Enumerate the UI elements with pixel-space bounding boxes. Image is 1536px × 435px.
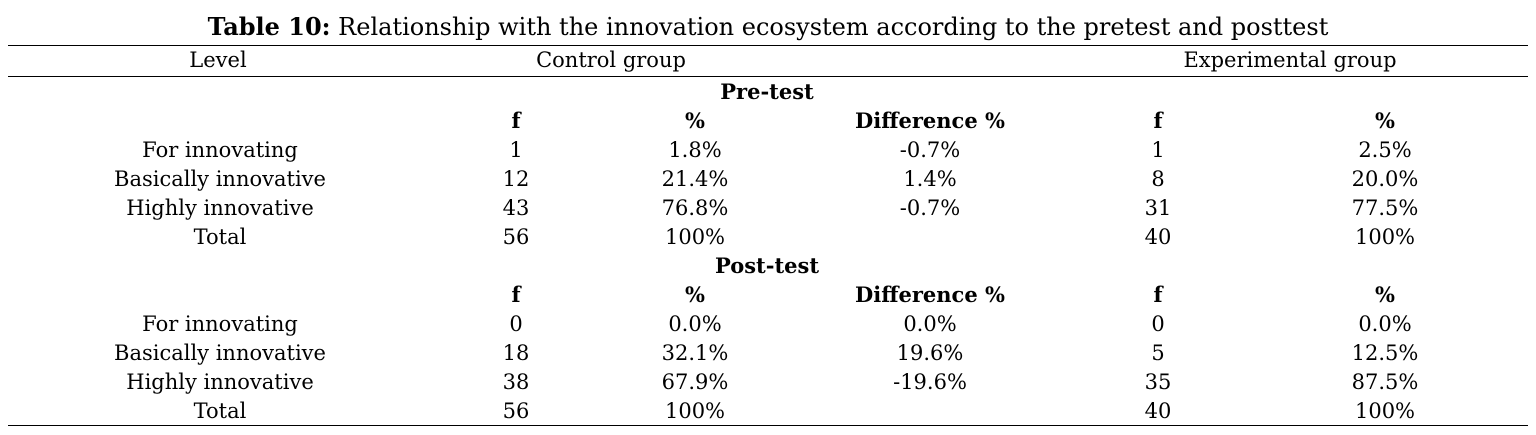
row-difference: 0.0% xyxy=(903,312,957,336)
row-percent-experimental: 2.5% xyxy=(1358,138,1412,162)
row-f-control: 56 xyxy=(502,399,530,423)
row-difference: -19.6% xyxy=(893,370,967,394)
row-percent-experimental: 0.0% xyxy=(1358,312,1412,336)
row-percent-control: 0.0% xyxy=(668,312,722,336)
row-f-control: 43 xyxy=(502,196,530,220)
header-rule xyxy=(8,76,1528,77)
header-control-group: Control group xyxy=(536,48,686,72)
row-percent-control: 1.8% xyxy=(668,138,722,162)
row-f-experimental: 40 xyxy=(1144,225,1172,249)
row-difference: -0.7% xyxy=(899,196,961,220)
subheader-f-experimental: f xyxy=(1153,282,1163,307)
subheader-percent-experimental: % xyxy=(1375,282,1395,307)
subheader-f-control: f xyxy=(511,108,521,133)
row-difference: -0.7% xyxy=(899,138,961,162)
row-f-experimental: 5 xyxy=(1151,341,1165,365)
row-percent-control: 32.1% xyxy=(661,341,729,365)
row-level: Basically innovative xyxy=(114,341,326,365)
header-experimental-group: Experimental group xyxy=(1183,48,1397,72)
row-f-control: 56 xyxy=(502,225,530,249)
row-percent-control: 100% xyxy=(664,399,726,423)
row-percent-experimental: 100% xyxy=(1354,399,1416,423)
subheader-percent-experimental: % xyxy=(1375,108,1395,133)
row-difference: 19.6% xyxy=(896,341,964,365)
row-level: Basically innovative xyxy=(114,167,326,191)
row-f-experimental: 1 xyxy=(1151,138,1165,162)
row-level: Total xyxy=(193,399,247,423)
row-level: For innovating xyxy=(142,312,298,336)
subheader-f-experimental: f xyxy=(1153,108,1163,133)
subheader-difference: Difference % xyxy=(855,108,1005,133)
row-f-experimental: 40 xyxy=(1144,399,1172,423)
row-f-experimental: 31 xyxy=(1144,196,1172,220)
table-title: Relationship with the innovation ecosyst… xyxy=(330,13,1329,41)
row-f-control: 12 xyxy=(502,167,530,191)
row-level: Highly innovative xyxy=(126,196,314,220)
row-percent-experimental: 100% xyxy=(1354,225,1416,249)
row-f-control: 0 xyxy=(509,312,523,336)
row-percent-experimental: 77.5% xyxy=(1351,196,1419,220)
bottom-rule xyxy=(8,425,1528,426)
subheader-f-control: f xyxy=(511,282,521,307)
row-level: Total xyxy=(193,225,247,249)
row-percent-control: 67.9% xyxy=(661,370,729,394)
header-level: Level xyxy=(189,48,247,72)
table-label: Table 10: xyxy=(207,12,331,41)
row-percent-experimental: 12.5% xyxy=(1351,341,1419,365)
row-level: Highly innovative xyxy=(126,370,314,394)
row-f-control: 1 xyxy=(509,138,523,162)
row-f-experimental: 35 xyxy=(1144,370,1172,394)
row-f-control: 38 xyxy=(502,370,530,394)
row-f-experimental: 8 xyxy=(1151,167,1165,191)
row-percent-control: 100% xyxy=(664,225,726,249)
row-percent-experimental: 87.5% xyxy=(1351,370,1419,394)
row-f-experimental: 0 xyxy=(1151,312,1165,336)
subheader-difference: Difference % xyxy=(855,282,1005,307)
row-level: For innovating xyxy=(142,138,298,162)
row-percent-control: 21.4% xyxy=(661,167,729,191)
top-rule xyxy=(8,45,1528,46)
section-title-posttest: Post-test xyxy=(714,253,820,278)
subheader-percent-control: % xyxy=(685,282,705,307)
row-percent-control: 76.8% xyxy=(661,196,729,220)
row-difference: 1.4% xyxy=(903,167,957,191)
row-percent-experimental: 20.0% xyxy=(1351,167,1419,191)
table-caption: Table 10: Relationship with the innovati… xyxy=(0,12,1536,42)
row-f-control: 18 xyxy=(502,341,530,365)
section-title-pretest: Pre-test xyxy=(720,79,814,104)
subheader-percent-control: % xyxy=(685,108,705,133)
